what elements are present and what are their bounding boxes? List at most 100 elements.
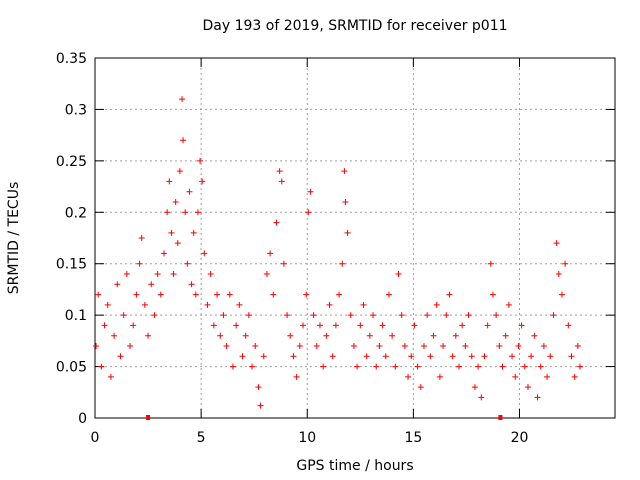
data-point bbox=[120, 312, 127, 319]
data-point bbox=[180, 137, 187, 144]
data-point bbox=[505, 301, 512, 308]
data-point bbox=[101, 322, 108, 329]
data-point bbox=[350, 343, 357, 349]
data-point bbox=[188, 281, 195, 288]
data-point bbox=[123, 271, 130, 277]
data-point bbox=[303, 291, 310, 298]
axis-ticks bbox=[94, 57, 615, 419]
y-tick-label: 0 bbox=[78, 411, 87, 427]
data-point bbox=[104, 301, 111, 308]
data-point bbox=[242, 332, 249, 339]
data-point bbox=[398, 312, 405, 319]
data-point bbox=[531, 332, 538, 339]
data-point bbox=[229, 363, 236, 370]
data-point bbox=[210, 322, 217, 329]
x-tick-label: 0 bbox=[91, 430, 100, 446]
data-point bbox=[408, 353, 415, 360]
data-point bbox=[98, 363, 105, 370]
data-point bbox=[382, 353, 389, 360]
data-point bbox=[389, 332, 396, 339]
data-point bbox=[204, 301, 211, 308]
data-point bbox=[133, 291, 140, 298]
data-point bbox=[417, 384, 424, 391]
data-point bbox=[462, 343, 469, 349]
data-point bbox=[93, 343, 100, 349]
data-point bbox=[574, 343, 581, 349]
data-point bbox=[344, 229, 351, 236]
data-point bbox=[245, 312, 252, 319]
data-point bbox=[376, 343, 383, 349]
data-point bbox=[544, 373, 551, 380]
plot-frame bbox=[94, 57, 616, 419]
data-point bbox=[190, 229, 197, 236]
axis-markers bbox=[146, 415, 503, 420]
data-point bbox=[186, 188, 193, 195]
data-point bbox=[170, 271, 177, 277]
data-point bbox=[363, 353, 370, 360]
data-point bbox=[373, 363, 380, 370]
data-point bbox=[239, 353, 246, 360]
y-tick-label: 0.25 bbox=[56, 154, 87, 170]
data-point bbox=[141, 301, 148, 308]
data-point bbox=[562, 260, 569, 267]
data-point bbox=[157, 291, 164, 298]
data-point bbox=[257, 402, 264, 409]
data-point bbox=[323, 332, 330, 339]
data-point bbox=[290, 353, 297, 360]
data-point bbox=[471, 384, 478, 391]
data-point bbox=[446, 291, 453, 298]
data-point bbox=[370, 312, 377, 319]
data-point bbox=[360, 301, 367, 308]
data-point bbox=[332, 322, 339, 329]
data-point bbox=[534, 394, 541, 401]
data-point bbox=[347, 312, 354, 319]
data-point bbox=[576, 363, 583, 370]
data-point bbox=[107, 373, 114, 380]
data-point bbox=[207, 271, 214, 277]
data-point bbox=[280, 260, 287, 267]
data-point bbox=[424, 312, 431, 319]
data-point bbox=[401, 343, 408, 349]
data-point bbox=[307, 188, 314, 195]
data-points bbox=[93, 96, 583, 409]
data-point bbox=[427, 353, 434, 360]
data-point bbox=[192, 291, 199, 298]
data-point bbox=[484, 322, 491, 329]
axis-marker bbox=[498, 415, 503, 420]
data-point bbox=[436, 373, 443, 380]
data-point bbox=[515, 343, 522, 349]
data-point bbox=[184, 260, 191, 267]
data-point bbox=[468, 353, 475, 360]
data-point bbox=[136, 260, 143, 267]
data-point bbox=[273, 219, 280, 226]
axis-tick-labels: 0 0.05 0.1 0.15 0.2 0.25 0.3 0.35 0 5 10 15 20 bbox=[56, 51, 529, 446]
data-point bbox=[114, 281, 121, 288]
data-point bbox=[385, 291, 392, 298]
x-tick-label: 10 bbox=[298, 430, 316, 446]
data-point bbox=[550, 312, 557, 319]
data-point bbox=[357, 322, 364, 329]
data-point bbox=[329, 353, 336, 360]
data-point bbox=[414, 363, 421, 370]
data-point bbox=[452, 332, 459, 339]
data-point bbox=[537, 363, 544, 370]
data-point bbox=[168, 229, 175, 236]
data-point bbox=[553, 240, 560, 247]
x-tick-label: 15 bbox=[404, 430, 422, 446]
data-point bbox=[366, 332, 373, 339]
data-point bbox=[300, 322, 306, 329]
data-point bbox=[151, 312, 158, 319]
data-point bbox=[270, 291, 277, 298]
x-tick-label: 20 bbox=[511, 430, 529, 446]
data-point bbox=[326, 301, 333, 308]
data-point bbox=[263, 271, 270, 277]
data-point bbox=[154, 271, 161, 277]
data-point bbox=[320, 363, 327, 370]
data-point bbox=[252, 343, 259, 349]
data-point bbox=[174, 240, 181, 247]
data-point bbox=[493, 312, 500, 319]
data-point bbox=[223, 343, 230, 349]
data-point bbox=[512, 373, 519, 380]
data-point bbox=[201, 250, 208, 257]
